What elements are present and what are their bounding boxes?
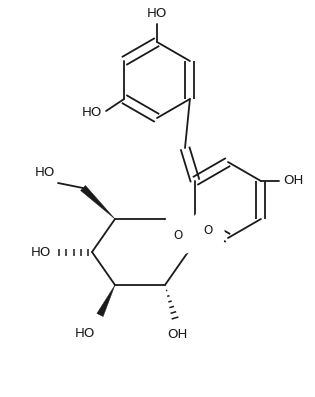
Text: HO: HO (31, 245, 51, 258)
Polygon shape (97, 285, 115, 316)
Text: O: O (203, 224, 213, 237)
Text: OH: OH (167, 328, 187, 341)
Text: O: O (174, 229, 183, 242)
Text: HO: HO (75, 327, 95, 340)
Text: HO: HO (82, 106, 102, 119)
Text: HO: HO (35, 166, 55, 179)
Polygon shape (188, 235, 195, 252)
Polygon shape (81, 185, 115, 219)
Text: OH: OH (283, 175, 303, 187)
Text: HO: HO (147, 7, 167, 20)
